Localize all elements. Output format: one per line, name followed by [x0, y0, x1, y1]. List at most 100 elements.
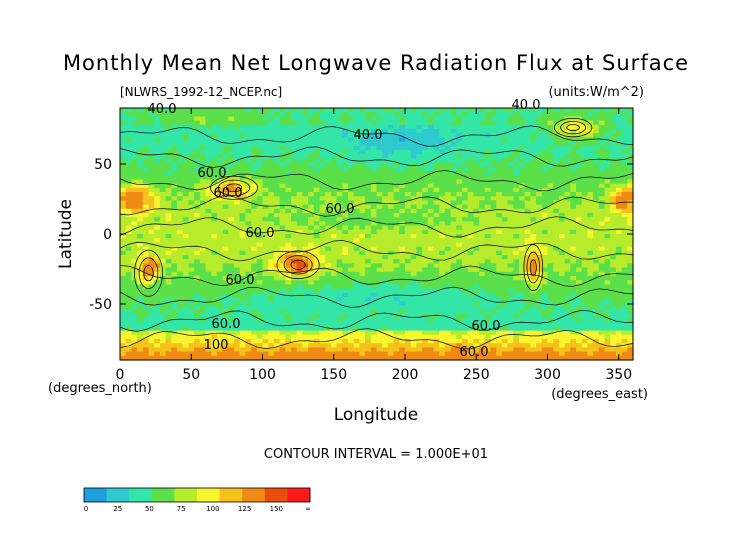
heatmap-cell — [558, 179, 566, 185]
heatmap-cell — [382, 196, 389, 201]
heatmap-cell — [211, 187, 218, 193]
heatmap-cell — [427, 276, 435, 281]
heatmap-cell — [370, 318, 378, 323]
heatmap-cell — [450, 141, 457, 147]
heatmap-cell — [513, 200, 520, 206]
heatmap-cell — [530, 200, 537, 206]
heatmap-cell — [199, 318, 207, 323]
heatmap-cell — [234, 221, 241, 227]
heatmap-cell — [587, 297, 594, 302]
heatmap-cell — [610, 108, 617, 113]
heatmap-cell — [439, 250, 446, 256]
heatmap-cell — [137, 166, 144, 172]
heatmap-cell — [587, 276, 594, 281]
heatmap-cell — [593, 183, 600, 189]
heatmap-cell — [610, 250, 617, 256]
heatmap-cell — [467, 171, 474, 176]
heatmap-cell — [473, 221, 480, 227]
heatmap-cell — [496, 204, 503, 210]
heatmap-cell — [211, 250, 218, 256]
heatmap-cell — [251, 120, 258, 126]
heatmap-cell — [279, 204, 286, 210]
heatmap-cell — [439, 204, 446, 210]
heatmap-cell — [530, 255, 537, 260]
heatmap-cell — [137, 284, 144, 290]
heatmap-cell — [547, 129, 554, 134]
heatmap-cell — [484, 238, 492, 243]
heatmap-cell — [490, 276, 497, 281]
heatmap-cell — [387, 234, 395, 239]
heatmap-cell — [336, 196, 343, 201]
heatmap-cell — [222, 175, 229, 180]
heatmap-cell — [405, 175, 412, 180]
heatmap-cell — [313, 162, 321, 168]
heatmap-cell — [370, 305, 378, 311]
heatmap-cell — [199, 166, 207, 172]
heatmap-cell — [519, 305, 526, 311]
heatmap-cell — [399, 116, 406, 122]
heatmap-cell — [296, 129, 303, 134]
heatmap-cell — [610, 297, 617, 302]
heatmap-cell — [467, 154, 474, 159]
heatmap-cell — [279, 221, 286, 227]
heatmap-cell — [142, 116, 150, 122]
heatmap-cell — [376, 116, 383, 122]
heatmap-cell — [131, 255, 138, 260]
heatmap-cell — [262, 292, 269, 298]
heatmap-cell — [319, 267, 326, 273]
heatmap-cell — [399, 154, 406, 159]
heatmap-cell — [558, 213, 566, 218]
heatmap-cell — [194, 221, 201, 227]
heatmap-cell — [171, 246, 178, 252]
heatmap-cell — [433, 267, 440, 273]
heatmap-cell — [319, 120, 326, 126]
heatmap-cell — [245, 259, 252, 264]
heatmap-cell — [490, 301, 497, 306]
heatmap-cell — [359, 339, 366, 344]
heatmap-cell — [308, 166, 315, 172]
heatmap-cell — [473, 234, 480, 239]
heatmap-cell — [268, 158, 275, 164]
heatmap-cell — [416, 309, 423, 315]
heatmap-cell — [188, 284, 195, 290]
heatmap-cell — [120, 339, 127, 344]
heatmap-cell — [336, 217, 343, 222]
heatmap-cell — [199, 217, 207, 222]
heatmap-cell — [148, 120, 155, 126]
heatmap-cell — [405, 145, 412, 151]
heatmap-cell — [251, 108, 258, 113]
heatmap-cell — [439, 326, 446, 332]
heatmap-cell — [171, 280, 178, 285]
heatmap-cell — [239, 330, 246, 336]
heatmap-cell — [165, 229, 172, 235]
heatmap-cell — [359, 133, 366, 138]
heatmap-cell — [610, 267, 617, 273]
heatmap-cell — [462, 213, 469, 218]
heatmap-cell — [336, 280, 343, 285]
heatmap-cell — [519, 276, 526, 281]
heatmap-cell — [159, 234, 167, 239]
heatmap-cell — [490, 255, 497, 260]
heatmap-cell — [365, 221, 372, 227]
heatmap-cell — [570, 326, 577, 332]
heatmap-cell — [353, 137, 360, 143]
heatmap-cell — [439, 112, 446, 117]
heatmap-cell — [444, 196, 452, 201]
heatmap-cell — [353, 141, 360, 147]
heatmap-cell — [433, 116, 440, 122]
heatmap-cell — [581, 179, 588, 185]
heatmap-cell — [393, 238, 400, 243]
heatmap-cell — [587, 192, 594, 197]
heatmap-cell — [125, 217, 132, 222]
heatmap-cell — [376, 213, 383, 218]
heatmap-cell — [228, 339, 235, 344]
heatmap-cell — [216, 166, 224, 172]
heatmap-cell — [405, 217, 412, 222]
heatmap-cell — [621, 334, 628, 340]
heatmap-cell — [570, 330, 577, 336]
heatmap-cell — [501, 263, 509, 269]
heatmap-cell — [610, 280, 617, 285]
heatmap-cell — [273, 322, 281, 327]
heatmap-cell — [427, 280, 435, 285]
heatmap-cell — [177, 255, 184, 260]
